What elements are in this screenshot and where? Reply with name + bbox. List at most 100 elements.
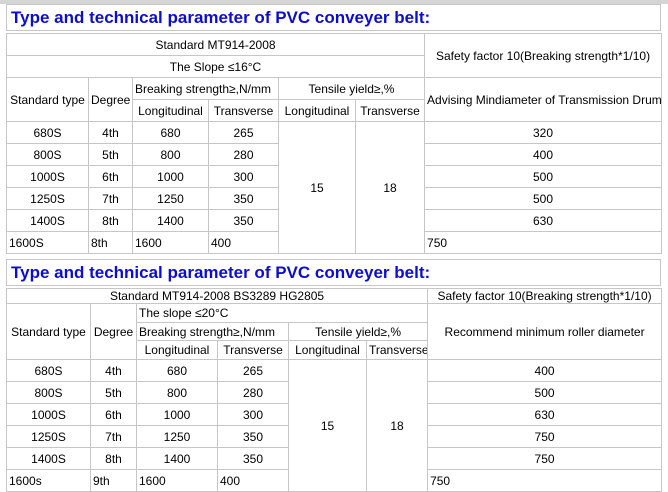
table-row: 1400S 8th 1400 350 750 — [6, 447, 663, 470]
section-title-1: Type and technical parameter of PVC conv… — [6, 4, 661, 31]
cell-degree: 9th — [90, 469, 137, 492]
header-breaking-strength: Breaking strength≥,N/mm — [136, 322, 289, 341]
cell-degree: 6th — [90, 403, 137, 426]
cell-drum-diameter: 500 — [424, 187, 663, 210]
cell-tensile-transverse: 18 — [354, 121, 426, 254]
header-slope: The slope ≤20°C — [135, 303, 429, 323]
cell-standard-type: 800S — [6, 381, 91, 404]
cell-drum-diameter: 750 — [424, 231, 663, 254]
header-tensile-yield: Tensile yield≥,% — [277, 77, 426, 100]
cell-standard-type: 1400S — [6, 209, 89, 232]
cell-degree: 6th — [88, 165, 133, 188]
cell-degree: 8th — [88, 209, 133, 232]
cell-breaking-longitudinal: 1600 — [136, 469, 218, 492]
cell-degree: 5th — [88, 143, 133, 166]
cell-standard-type: 1000S — [6, 403, 91, 426]
cell-breaking-longitudinal: 1000 — [136, 403, 218, 426]
cell-breaking-transverse: 350 — [217, 447, 289, 470]
page-content: Type and technical parameter of PVC conv… — [5, 4, 663, 492]
cell-degree: 4th — [90, 359, 137, 382]
header-degree: Degree — [88, 77, 133, 122]
cell-breaking-transverse: 265 — [217, 359, 289, 382]
cell-degree: 8th — [88, 231, 133, 254]
table-row: 680S 4th 680 265 15 18 320 — [6, 121, 663, 254]
cell-tensile-transverse: 18 — [365, 359, 429, 492]
cell-roller-diameter: 750 — [427, 447, 663, 470]
cell-standard-type: 800S — [6, 143, 89, 166]
cell-roller-diameter: 630 — [427, 403, 663, 426]
header-drum-diameter: Advising Mindiameter of Transmission Dru… — [424, 77, 663, 122]
pvc-parameter-table-2: Standard MT914-2008 BS3289 HG2805 Safety… — [5, 288, 663, 492]
cell-standard-type: 1400S — [6, 447, 91, 470]
cell-breaking-transverse: 350 — [208, 209, 279, 232]
header-standard: Standard MT914-2008 — [5, 33, 426, 56]
table-row: 680S 4th 680 265 15 18 400 — [6, 359, 663, 492]
table-row: 1250S 7th 1250 350 500 — [6, 187, 663, 210]
cell-roller-diameter: 750 — [427, 469, 663, 492]
cell-breaking-transverse: 400 — [208, 231, 279, 254]
cell-breaking-longitudinal: 680 — [136, 359, 218, 382]
cell-drum-diameter: 320 — [424, 121, 663, 144]
cell-breaking-longitudinal: 1250 — [136, 425, 218, 448]
cell-degree: 8th — [90, 447, 137, 470]
cell-breaking-transverse: 280 — [217, 381, 289, 404]
cell-tensile-longitudinal: 15 — [288, 359, 367, 492]
header-tensile-transverse: Transverse — [354, 99, 426, 122]
header-tensile-yield: Tensile yield≥,% — [287, 322, 429, 341]
header-tensile-longitudinal: Longitudinal — [288, 340, 367, 360]
header-breaking-longitudinal: Longitudinal — [132, 99, 209, 122]
cell-breaking-longitudinal: 800 — [132, 143, 209, 166]
cell-roller-diameter: 500 — [427, 381, 663, 404]
cell-roller-diameter: 750 — [427, 425, 663, 448]
pvc-parameter-table-1: Standard MT914-2008 Safety factor 10(Bre… — [5, 33, 663, 254]
header-safety-factor: Safety factor 10(Breaking strength*1/10) — [424, 33, 663, 78]
cell-degree: 7th — [90, 425, 137, 448]
cell-breaking-longitudinal: 680 — [132, 121, 209, 144]
cell-breaking-longitudinal: 1600 — [132, 231, 209, 254]
header-breaking-strength: Breaking strength≥,N/mm — [132, 77, 279, 100]
cell-standard-type: 1000S — [6, 165, 89, 188]
cell-standard-type: 1600S — [6, 231, 89, 254]
cell-breaking-transverse: 300 — [217, 403, 289, 426]
cell-drum-diameter: 500 — [424, 165, 663, 188]
header-breaking-transverse: Transverse — [208, 99, 279, 122]
cell-standard-type: 1250S — [6, 187, 89, 210]
table-row: 800S 5th 800 280 400 — [6, 143, 663, 166]
cell-degree: 7th — [88, 187, 133, 210]
cell-drum-diameter: 400 — [424, 143, 663, 166]
table-row: 1400S 8th 1400 350 630 — [6, 209, 663, 232]
top-divider-strip — [0, 0, 668, 4]
cell-breaking-transverse: 350 — [217, 425, 289, 448]
header-standard-type: Standard type — [6, 77, 89, 122]
header-breaking-transverse: Transverse — [217, 340, 289, 360]
header-breaking-longitudinal: Longitudinal — [136, 340, 218, 360]
cell-breaking-longitudinal: 1000 — [132, 165, 209, 188]
cell-breaking-transverse: 265 — [208, 121, 279, 144]
table-row: 1250S 7th 1250 350 750 — [6, 425, 663, 448]
header-roller-diameter: Recommend minimum roller diameter — [427, 303, 663, 360]
cell-breaking-longitudinal: 1400 — [132, 209, 209, 232]
cell-breaking-longitudinal: 800 — [136, 381, 218, 404]
header-tensile-longitudinal: Longitudinal — [278, 99, 356, 122]
cell-standard-type: 680S — [6, 359, 91, 382]
cell-standard-type: 1250S — [6, 425, 91, 448]
section-title-2: Type and technical parameter of PVC conv… — [6, 259, 661, 286]
table-row-last: 1600S 8th 1600 400 750 — [6, 231, 663, 254]
cell-degree: 4th — [88, 121, 133, 144]
cell-breaking-longitudinal: 1250 — [132, 187, 209, 210]
table-row: 1000S 6th 1000 300 630 — [6, 403, 663, 426]
cell-breaking-longitudinal: 1400 — [136, 447, 218, 470]
cell-breaking-transverse: 400 — [217, 469, 289, 492]
cell-standard-type: 680S — [6, 121, 89, 144]
header-slope: The Slope ≤16°C — [5, 55, 426, 78]
cell-standard-type: 1600s — [6, 469, 91, 492]
header-standard-type: Standard type — [6, 303, 91, 360]
cell-roller-diameter: 400 — [427, 359, 663, 382]
table-row: 800S 5th 800 280 500 — [6, 381, 663, 404]
header-standard: Standard MT914-2008 BS3289 HG2805 — [5, 288, 429, 304]
cell-breaking-transverse: 280 — [208, 143, 279, 166]
header-degree: Degree — [90, 303, 137, 360]
cell-degree: 5th — [90, 381, 137, 404]
cell-breaking-transverse: 300 — [208, 165, 279, 188]
header-tensile-transverse: Transverse — [365, 340, 429, 360]
